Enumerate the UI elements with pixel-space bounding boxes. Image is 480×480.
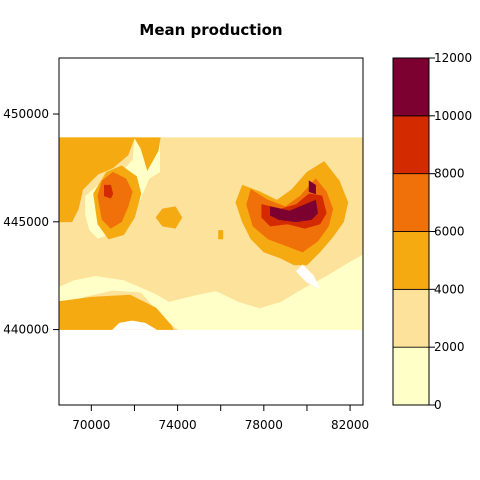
legend-tick-label: 8000 (434, 167, 465, 181)
production-region (59, 137, 363, 309)
production-region (133, 137, 161, 171)
production-region (198, 152, 237, 201)
legend-tick-label: 6000 (434, 225, 465, 239)
color-legend: 0 2000 4000 6000 8000 10000 12000 (392, 51, 472, 412)
legend-color-band (392, 231, 430, 290)
y-tick-label: 440000 (3, 323, 49, 337)
legend-color-band (392, 173, 430, 232)
legend-tick-label: 2000 (434, 340, 465, 354)
x-tick-label: 70000 (72, 418, 110, 432)
legend-tick-label: 12000 (434, 51, 472, 65)
legend-color-band (392, 346, 430, 406)
y-tick-label: 450000 (3, 107, 49, 121)
production-region (218, 230, 224, 240)
production-region (59, 137, 135, 223)
chart-title: Mean production (139, 21, 282, 39)
legend-tick-label: 4000 (434, 282, 465, 296)
legend-color-band (392, 288, 430, 348)
legend-tick-label: 10000 (434, 109, 472, 123)
x-tick-label: 74000 (158, 418, 196, 432)
legend-color-band (392, 115, 430, 175)
x-tick-label: 78000 (245, 418, 283, 432)
y-axis: 440000 445000 450000 (3, 107, 59, 337)
x-axis: 70000 74000 78000 82000 (72, 404, 369, 432)
y-tick-label: 445000 (3, 215, 49, 229)
production-region (104, 184, 114, 199)
production-region (155, 206, 183, 229)
no-data-areas (112, 264, 321, 330)
production-region (269, 199, 319, 223)
production-region (308, 180, 316, 195)
production-surface (59, 137, 363, 330)
legend-tick-label: 0 (434, 398, 442, 412)
x-tick-label: 82000 (331, 418, 369, 432)
production-region (59, 294, 174, 330)
no-data-region (295, 264, 321, 290)
no-data-region (112, 320, 158, 330)
legend-color-band (392, 57, 430, 117)
